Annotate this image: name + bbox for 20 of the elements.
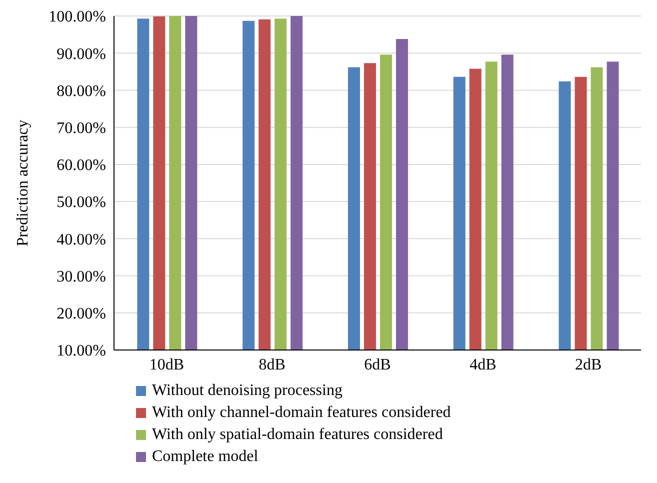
x-tick-label: 2dB <box>574 356 602 374</box>
y-tick-label: 60.00% <box>56 157 106 174</box>
x-tick-label: 4dB <box>470 356 496 374</box>
y-tick-label: 10.00% <box>56 342 106 360</box>
x-tick-label: 10dB <box>149 356 184 374</box>
y-tick-label: 40.00% <box>56 231 106 248</box>
legend-label: Without denoising processing <box>152 381 342 401</box>
y-tick-label: 30.00% <box>56 268 106 286</box>
y-tick-label: 20.00% <box>56 306 106 323</box>
y-axis-title: Prediction accuracy <box>14 120 32 246</box>
x-tick-label: 8dB <box>258 356 286 374</box>
y-tick-label: 50.00% <box>56 194 106 212</box>
legend-label: With only spatial-domain features considered <box>152 425 443 445</box>
y-tick-label: 70.00% <box>56 120 106 138</box>
legend-label: Complete model <box>152 447 258 467</box>
y-tick-label: 80.00% <box>56 82 106 100</box>
y-tick-label: 100.00% <box>48 8 106 26</box>
x-tick-label: 6dB <box>364 356 391 374</box>
legend-label: With only channel-domain features considered <box>152 403 451 423</box>
y-tick-label: 90.00% <box>56 46 106 63</box>
